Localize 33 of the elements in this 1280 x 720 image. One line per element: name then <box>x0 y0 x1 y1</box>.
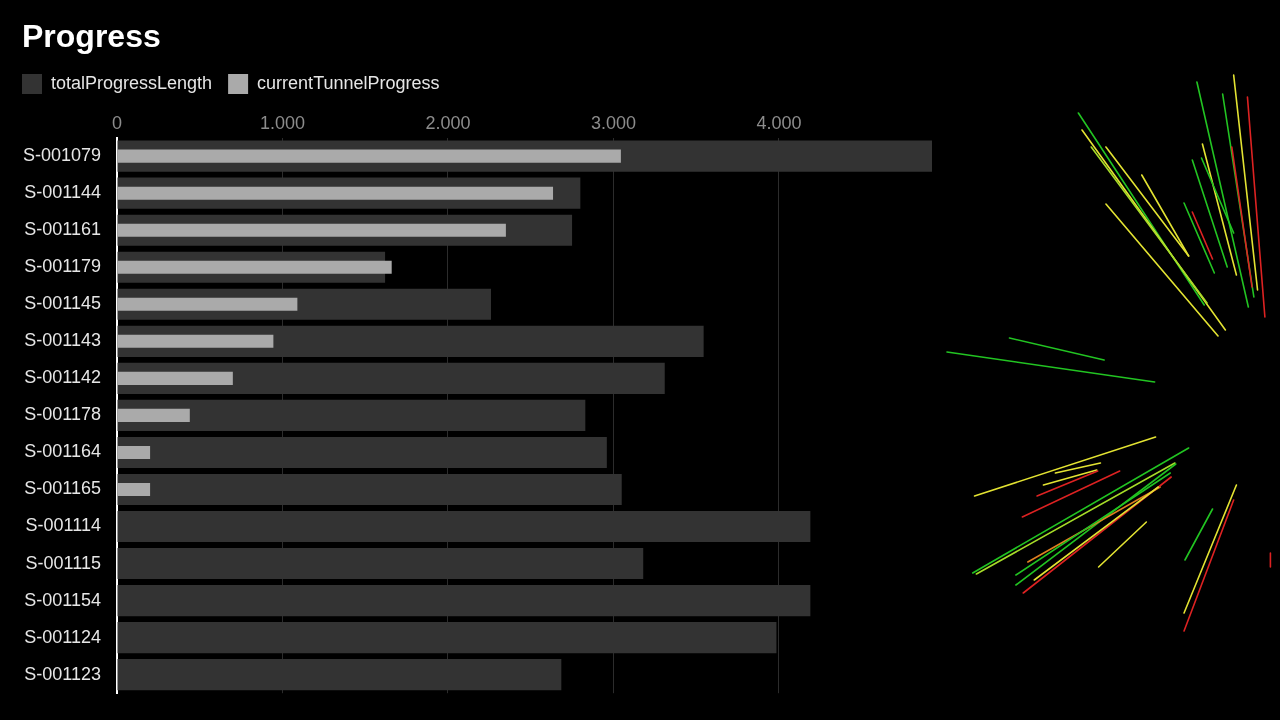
y-tick-label: S-001114 <box>25 515 101 536</box>
x-tick-label: 2.000 <box>425 112 471 133</box>
x-tick-label: 3.000 <box>590 112 636 133</box>
y-tick-label: S-001179 <box>24 256 101 277</box>
chart-title: Progress <box>22 18 161 54</box>
legend-label: totalProgressLength <box>51 72 213 93</box>
y-tick-label: S-001143 <box>24 330 101 351</box>
y-tick-label: S-001123 <box>24 663 101 684</box>
y-tick-label: S-001164 <box>24 441 101 462</box>
y-tick-label: S-001142 <box>24 367 101 388</box>
bar <box>117 371 233 385</box>
bar <box>117 334 274 348</box>
y-tick-label: S-001165 <box>24 478 101 499</box>
bar <box>117 482 151 497</box>
y-tick-label: S-001154 <box>24 589 101 610</box>
bar <box>117 223 506 237</box>
bar <box>117 260 392 274</box>
bar <box>117 186 554 200</box>
y-tick-label: S-001161 <box>24 219 101 240</box>
legend-label: currentTunnelProgress <box>257 72 440 93</box>
y-tick-label: S-001115 <box>25 552 101 573</box>
bar <box>117 408 190 422</box>
y-tick-label: S-001178 <box>24 404 101 425</box>
y-tick-label: S-001144 <box>24 182 101 203</box>
x-tick-label: 1.000 <box>259 112 306 133</box>
bar <box>117 297 298 311</box>
y-tick-label: S-001124 <box>24 626 101 647</box>
bar <box>117 445 151 459</box>
x-tick-label: 4.000 <box>756 112 802 133</box>
y-tick-label: S-001079 <box>22 145 101 166</box>
x-tick-label: 0 <box>111 112 123 133</box>
y-tick-label: S-001145 <box>24 293 101 314</box>
bar <box>117 149 621 163</box>
